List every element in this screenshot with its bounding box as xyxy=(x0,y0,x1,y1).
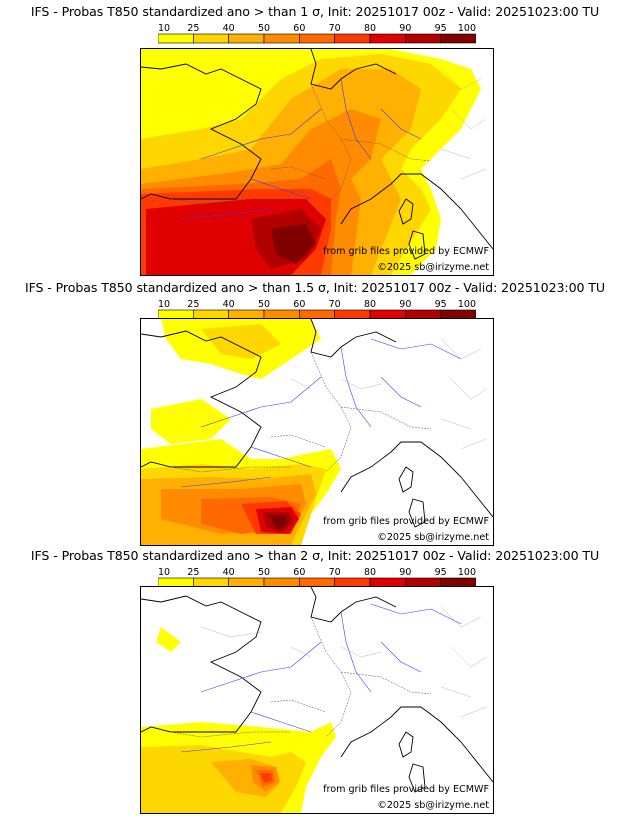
prob-area-95 xyxy=(269,515,288,530)
copyright-notice: ©2025 sb@irizyme.net xyxy=(377,532,489,543)
legend-tick-label: 100 xyxy=(458,299,476,310)
legend-tick-label: 90 xyxy=(399,23,411,34)
coastline xyxy=(141,330,262,468)
legend-tick-label: 60 xyxy=(293,23,305,34)
legend-tick-label: 70 xyxy=(329,299,341,310)
panel-title: IFS - Probas T850 standardized ano > tha… xyxy=(24,280,606,295)
legend-tick-label: 10 xyxy=(158,299,170,310)
probability-map: from grib files provided by ECMWF ©2025 … xyxy=(140,586,494,814)
legend-tick-label: 60 xyxy=(293,567,305,578)
prob-area-10 xyxy=(156,627,181,652)
legend-tick-label: 70 xyxy=(329,567,341,578)
copyright-notice: ©2025 sb@irizyme.net xyxy=(377,800,489,811)
legend-tick-label: 25 xyxy=(187,23,199,34)
data-credit: from grib files provided by ECMWF xyxy=(323,784,489,795)
legend-tick-label: 90 xyxy=(399,567,411,578)
prob-area-70 xyxy=(260,773,272,783)
probability-map: from grib files provided by ECMWF ©2025 … xyxy=(140,318,494,546)
rivers xyxy=(180,338,462,488)
legend-tick-label: 10 xyxy=(158,23,170,34)
coastline xyxy=(141,595,262,733)
borders xyxy=(170,616,432,738)
prob-area-25 xyxy=(141,745,306,813)
legend-tick-label: 25 xyxy=(187,567,199,578)
legend-tick-label: 40 xyxy=(223,567,235,578)
map-panel-1sigma: IFS - Probas T850 standardized ano > tha… xyxy=(0,4,630,276)
data-credit: from grib files provided by ECMWF xyxy=(323,516,489,527)
legend-tick-label: 40 xyxy=(223,299,235,310)
color-legend: 10 25 40 50 60 70 80 90 95 100 xyxy=(158,23,476,44)
legend-color-box xyxy=(440,33,476,44)
legend-color-box xyxy=(193,33,229,44)
legend-tick-label: 40 xyxy=(223,23,235,34)
legend-tick-label: 70 xyxy=(329,23,341,34)
legend-color-box xyxy=(158,33,194,44)
legend-tick-label: 50 xyxy=(258,567,270,578)
legend-tick-label: 80 xyxy=(364,299,376,310)
legend-color-box xyxy=(299,33,335,44)
legend-tick-label: 95 xyxy=(435,567,447,578)
copyright-notice: ©2025 sb@irizyme.net xyxy=(377,262,489,273)
legend-color-box xyxy=(369,33,406,44)
color-legend: 10 25 40 50 60 70 80 90 95 100 xyxy=(158,567,476,588)
legend-tick-label: 100 xyxy=(458,23,476,34)
panel-title: IFS - Probas T850 standardized ano > tha… xyxy=(30,548,600,563)
legend-tick-label: 25 xyxy=(187,299,199,310)
legend-tick-label: 80 xyxy=(364,23,376,34)
map-panel-2sigma: IFS - Probas T850 standardized ano > tha… xyxy=(0,548,630,816)
legend-tick-label: 95 xyxy=(435,23,447,34)
legend-color-box xyxy=(228,33,265,44)
map-panel-1-5sigma: IFS - Probas T850 standardized ano > tha… xyxy=(0,280,630,548)
probability-map: from grib files provided by ECMWF ©2025 … xyxy=(140,48,494,276)
legend-tick-label: 95 xyxy=(435,299,447,310)
prob-area-95 xyxy=(271,224,316,264)
legend-tick-label: 80 xyxy=(364,567,376,578)
legend-tick-label: 10 xyxy=(158,567,170,578)
borders xyxy=(170,83,432,205)
legend-color-box xyxy=(405,33,441,44)
color-legend: 10 25 40 50 60 70 80 90 95 100 xyxy=(158,299,476,320)
legend-tick-label: 60 xyxy=(293,299,305,310)
borders xyxy=(170,351,432,473)
legend-tick-label: 50 xyxy=(258,299,270,310)
coastline xyxy=(141,63,262,200)
data-credit: from grib files provided by ECMWF xyxy=(323,246,489,257)
panel-title: IFS - Probas T850 standardized ano > tha… xyxy=(30,4,600,19)
legend-tick-label: 50 xyxy=(258,23,270,34)
legend-color-box xyxy=(263,33,300,44)
legend-color-box xyxy=(334,33,371,44)
rivers xyxy=(180,78,422,220)
legend-tick-label: 90 xyxy=(399,299,411,310)
rivers xyxy=(180,603,462,753)
legend-tick-label: 100 xyxy=(458,567,476,578)
